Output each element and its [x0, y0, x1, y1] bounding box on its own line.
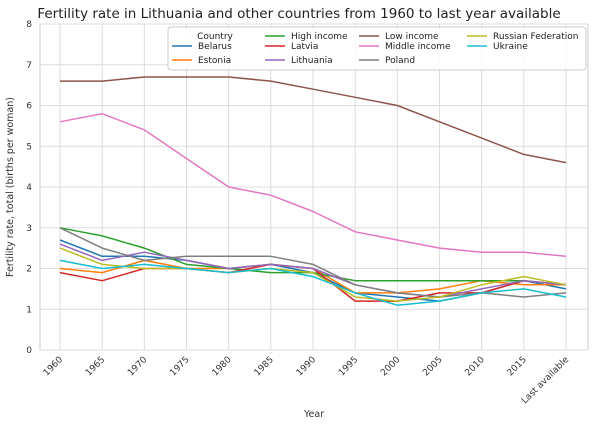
y-tick-label: 8: [26, 20, 32, 30]
series-line-middle-income: [59, 112, 567, 258]
x-tick-labels: 1960 1965 1970 1975 1980 1985 1990 1995 2000 2005…: [42, 355, 572, 406]
series-line-ukraine: [59, 259, 567, 306]
legend-item-russian-federation: Russian Federation: [467, 32, 578, 42]
series-line-russian-federation: [59, 247, 567, 302]
legend-item-belarus: Belarus: [172, 42, 232, 52]
y-tick-labels: 0 1 2 3 4 5 6 7 8: [26, 20, 32, 356]
legend-label: Low income: [385, 32, 439, 42]
legend-label: Latvia: [291, 42, 318, 52]
legend-item-high-income: High income: [265, 32, 348, 42]
x-tick-label: 1990: [295, 355, 318, 378]
legend-title: Country: [197, 32, 233, 42]
legend-label: Belarus: [198, 42, 232, 52]
chart-title: Fertility rate in Lithuania and other co…: [37, 6, 560, 22]
x-tick-label: 1970: [126, 355, 149, 378]
grid-lines: [40, 23, 588, 351]
legend-label: Russian Federation: [493, 32, 578, 42]
legend-label: Middle income: [385, 42, 451, 52]
legend-item-estonia: Estonia: [172, 56, 231, 66]
series-line-lithuania: [59, 243, 567, 298]
x-axis-label: Year: [303, 409, 324, 420]
legend-item-ukraine: Ukraine: [467, 42, 528, 52]
series-lines: [59, 76, 567, 306]
x-tick-label: 1960: [42, 355, 65, 378]
y-tick-label: 3: [26, 224, 32, 234]
legend-item-lithuania: Lithuania: [265, 56, 333, 66]
x-tick-label: 1975: [168, 355, 191, 378]
x-tick-label: 1995: [337, 355, 360, 378]
legend-label: Lithuania: [291, 56, 333, 66]
x-tick-label: 1965: [84, 355, 107, 378]
y-tick-label: 0: [26, 346, 32, 356]
x-tick-label: 1980: [211, 355, 234, 378]
x-tick-label: 2000: [379, 355, 402, 378]
y-axis-label: Fertility rate, total (births per woman): [5, 97, 16, 277]
y-tick-label: 6: [26, 102, 32, 112]
x-tick-label: 2005: [421, 355, 444, 378]
legend-label: Poland: [385, 56, 415, 66]
legend-label: High income: [291, 32, 348, 42]
x-tick-label: 2010: [464, 355, 487, 378]
y-tick-label: 2: [26, 265, 32, 275]
x-tick-label: 2015: [506, 355, 529, 378]
legend-item-latvia: Latvia: [265, 42, 318, 52]
y-tick-label: 1: [26, 305, 32, 315]
series-line-low-income: [60, 76, 567, 164]
legend-item-middle-income: Middle income: [359, 42, 451, 52]
legend-item-poland: Poland: [359, 56, 415, 66]
y-tick-label: 4: [26, 183, 32, 193]
x-tick-label: 1985: [253, 355, 276, 378]
legend-label: Estonia: [198, 56, 231, 66]
y-tick-label: 5: [26, 142, 32, 152]
legend-item-low-income: Low income: [359, 32, 439, 42]
legend-label: Ukraine: [493, 42, 528, 52]
y-tick-label: 7: [26, 61, 32, 71]
